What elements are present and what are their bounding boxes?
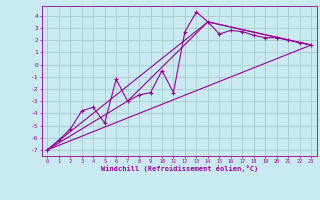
X-axis label: Windchill (Refroidissement éolien,°C): Windchill (Refroidissement éolien,°C): [100, 165, 258, 172]
